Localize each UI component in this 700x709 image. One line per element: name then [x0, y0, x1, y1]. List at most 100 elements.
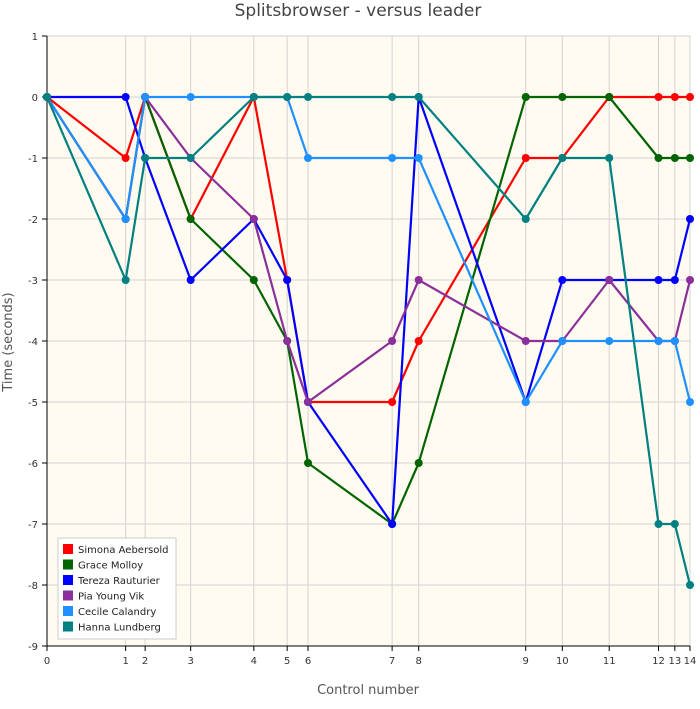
x-tick-label: 7: [389, 656, 395, 667]
data-point: [670, 93, 679, 101]
data-point: [414, 154, 423, 162]
legend-label: Simona Aebersold: [78, 545, 169, 556]
data-point: [186, 154, 195, 162]
x-tick-label: 8: [416, 656, 422, 667]
x-tick-label: 13: [668, 656, 681, 667]
data-point: [521, 337, 530, 345]
x-tick-label: 3: [187, 656, 193, 667]
data-point: [686, 215, 694, 223]
data-point: [605, 276, 614, 284]
legend-label: Tereza Rauturier: [77, 576, 161, 587]
x-tick-label: 2: [142, 656, 148, 667]
data-point: [670, 276, 679, 284]
x-tick-label: 1: [122, 656, 128, 667]
x-axis-title: Control number: [317, 683, 420, 698]
data-point: [43, 93, 51, 101]
data-point: [283, 93, 292, 101]
y-tick-label: -2: [28, 215, 38, 226]
series-hanna-lundberg: [43, 93, 694, 589]
legend-label: Hanna Lundberg: [78, 623, 161, 634]
y-tick-label: 0: [32, 93, 38, 104]
y-tick-label: -6: [28, 459, 38, 470]
data-point: [121, 93, 130, 101]
data-point: [558, 154, 567, 162]
data-point: [141, 154, 150, 162]
data-point: [388, 520, 397, 528]
data-point: [605, 154, 614, 162]
data-point: [304, 459, 313, 467]
y-tick-label: -3: [28, 276, 38, 287]
x-tick-label: 0: [44, 656, 50, 667]
legend-swatch: [63, 559, 73, 570]
y-tick-label: -7: [28, 520, 38, 531]
data-point: [414, 337, 423, 345]
x-tick-label: 11: [603, 656, 616, 667]
data-point: [249, 276, 258, 284]
y-tick-label: 1: [32, 32, 38, 43]
data-point: [388, 398, 397, 406]
data-point: [686, 154, 694, 162]
data-point: [249, 93, 258, 101]
data-point: [654, 276, 663, 284]
legend-swatch: [63, 621, 73, 632]
data-point: [304, 398, 313, 406]
data-point: [283, 276, 292, 284]
data-point: [654, 93, 663, 101]
x-tick-label: 14: [684, 656, 697, 667]
data-point: [414, 276, 423, 284]
y-tick-label: -5: [28, 398, 38, 409]
data-point: [654, 337, 663, 345]
y-tick-label: -8: [28, 581, 38, 592]
data-point: [141, 93, 150, 101]
data-point: [521, 154, 530, 162]
axes: 10-1-2-3-4-5-6-7-8-90 1 2 3 4 5 6 7 8 9 10 11 12 13 14: [28, 32, 696, 667]
data-point: [670, 154, 679, 162]
legend-label: Cecile Calandry: [78, 607, 156, 618]
data-point: [121, 154, 130, 162]
data-point: [686, 581, 694, 589]
legend-swatch: [63, 606, 73, 616]
data-point: [249, 215, 258, 223]
y-tick-label: -4: [28, 337, 38, 348]
legend-box: [57, 537, 177, 640]
x-tick-label: 10: [556, 656, 569, 667]
data-point: [670, 520, 679, 528]
data-point: [670, 337, 679, 345]
data-point: [388, 154, 397, 162]
data-point: [121, 276, 130, 284]
legend: Simona Aebersold Grace Molloy Tereza Rautu…: [57, 537, 177, 640]
x-tick-label: 12: [652, 656, 665, 667]
data-point: [304, 154, 313, 162]
y-axis-title: Time (seconds): [1, 292, 16, 392]
data-point: [605, 337, 614, 345]
data-point: [388, 93, 397, 101]
data-point: [605, 93, 614, 101]
data-point: [521, 398, 530, 406]
data-point: [414, 459, 423, 467]
data-point: [558, 93, 567, 101]
chart-title: Splitsbrowser - versus leader: [235, 1, 482, 21]
y-tick-label: -9: [28, 642, 38, 653]
data-point: [388, 337, 397, 345]
data-point: [654, 154, 663, 162]
series-layer: [43, 93, 694, 589]
legend-label: Pia Young Vik: [78, 592, 144, 603]
data-point: [186, 276, 195, 284]
legend-swatch: [63, 544, 73, 554]
data-point: [686, 276, 694, 284]
x-tick-label: 4: [251, 656, 257, 667]
data-point: [121, 215, 130, 223]
data-point: [304, 93, 313, 101]
data-point: [521, 93, 530, 101]
data-point: [521, 215, 530, 223]
data-point: [686, 398, 694, 406]
data-point: [654, 520, 663, 528]
data-point: [558, 276, 567, 284]
legend-label: Grace Molloy: [78, 561, 143, 572]
x-tick-label: 5: [284, 656, 290, 667]
legend-swatch: [63, 590, 73, 601]
data-point: [558, 337, 567, 345]
data-point: [186, 93, 195, 101]
